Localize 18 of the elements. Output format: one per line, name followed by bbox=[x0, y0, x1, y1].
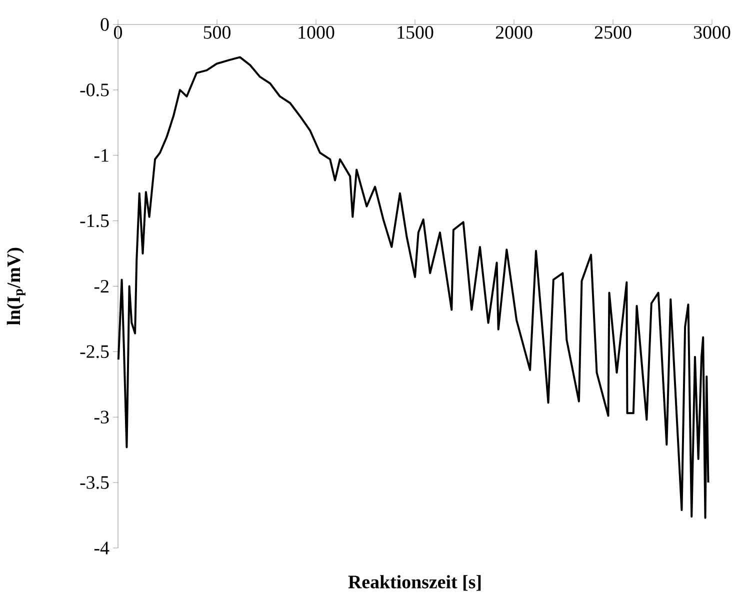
x-tick-label: 1500 bbox=[398, 26, 434, 39]
x-axis-title: Reaktionszeit [s] bbox=[348, 575, 481, 591]
y-tick-label: -4 bbox=[94, 542, 110, 554]
x-tick-label: 0 bbox=[114, 26, 122, 39]
x-tick-label: 3000 bbox=[694, 26, 730, 39]
y-tick-label: -2.5 bbox=[80, 345, 109, 358]
x-tick-label: 1000 bbox=[298, 26, 334, 39]
y-tick-label: -1 bbox=[94, 149, 108, 162]
y-tick-label: -2 bbox=[94, 280, 108, 293]
y-tick-label: -3.5 bbox=[80, 476, 109, 489]
y-axis-title: ln(I$_{p}$/mV) bbox=[6, 248, 26, 326]
x-tick-label: 2500 bbox=[594, 26, 632, 39]
y-tick-label: -3 bbox=[94, 410, 109, 424]
y-tick-label: -0.5 bbox=[80, 84, 109, 96]
y-tick-label: -1.5 bbox=[80, 214, 109, 228]
x-tick-label: 2000 bbox=[496, 26, 532, 39]
y-tick-label: 0 bbox=[100, 18, 109, 31]
x-tick-label: 500 bbox=[204, 26, 230, 39]
